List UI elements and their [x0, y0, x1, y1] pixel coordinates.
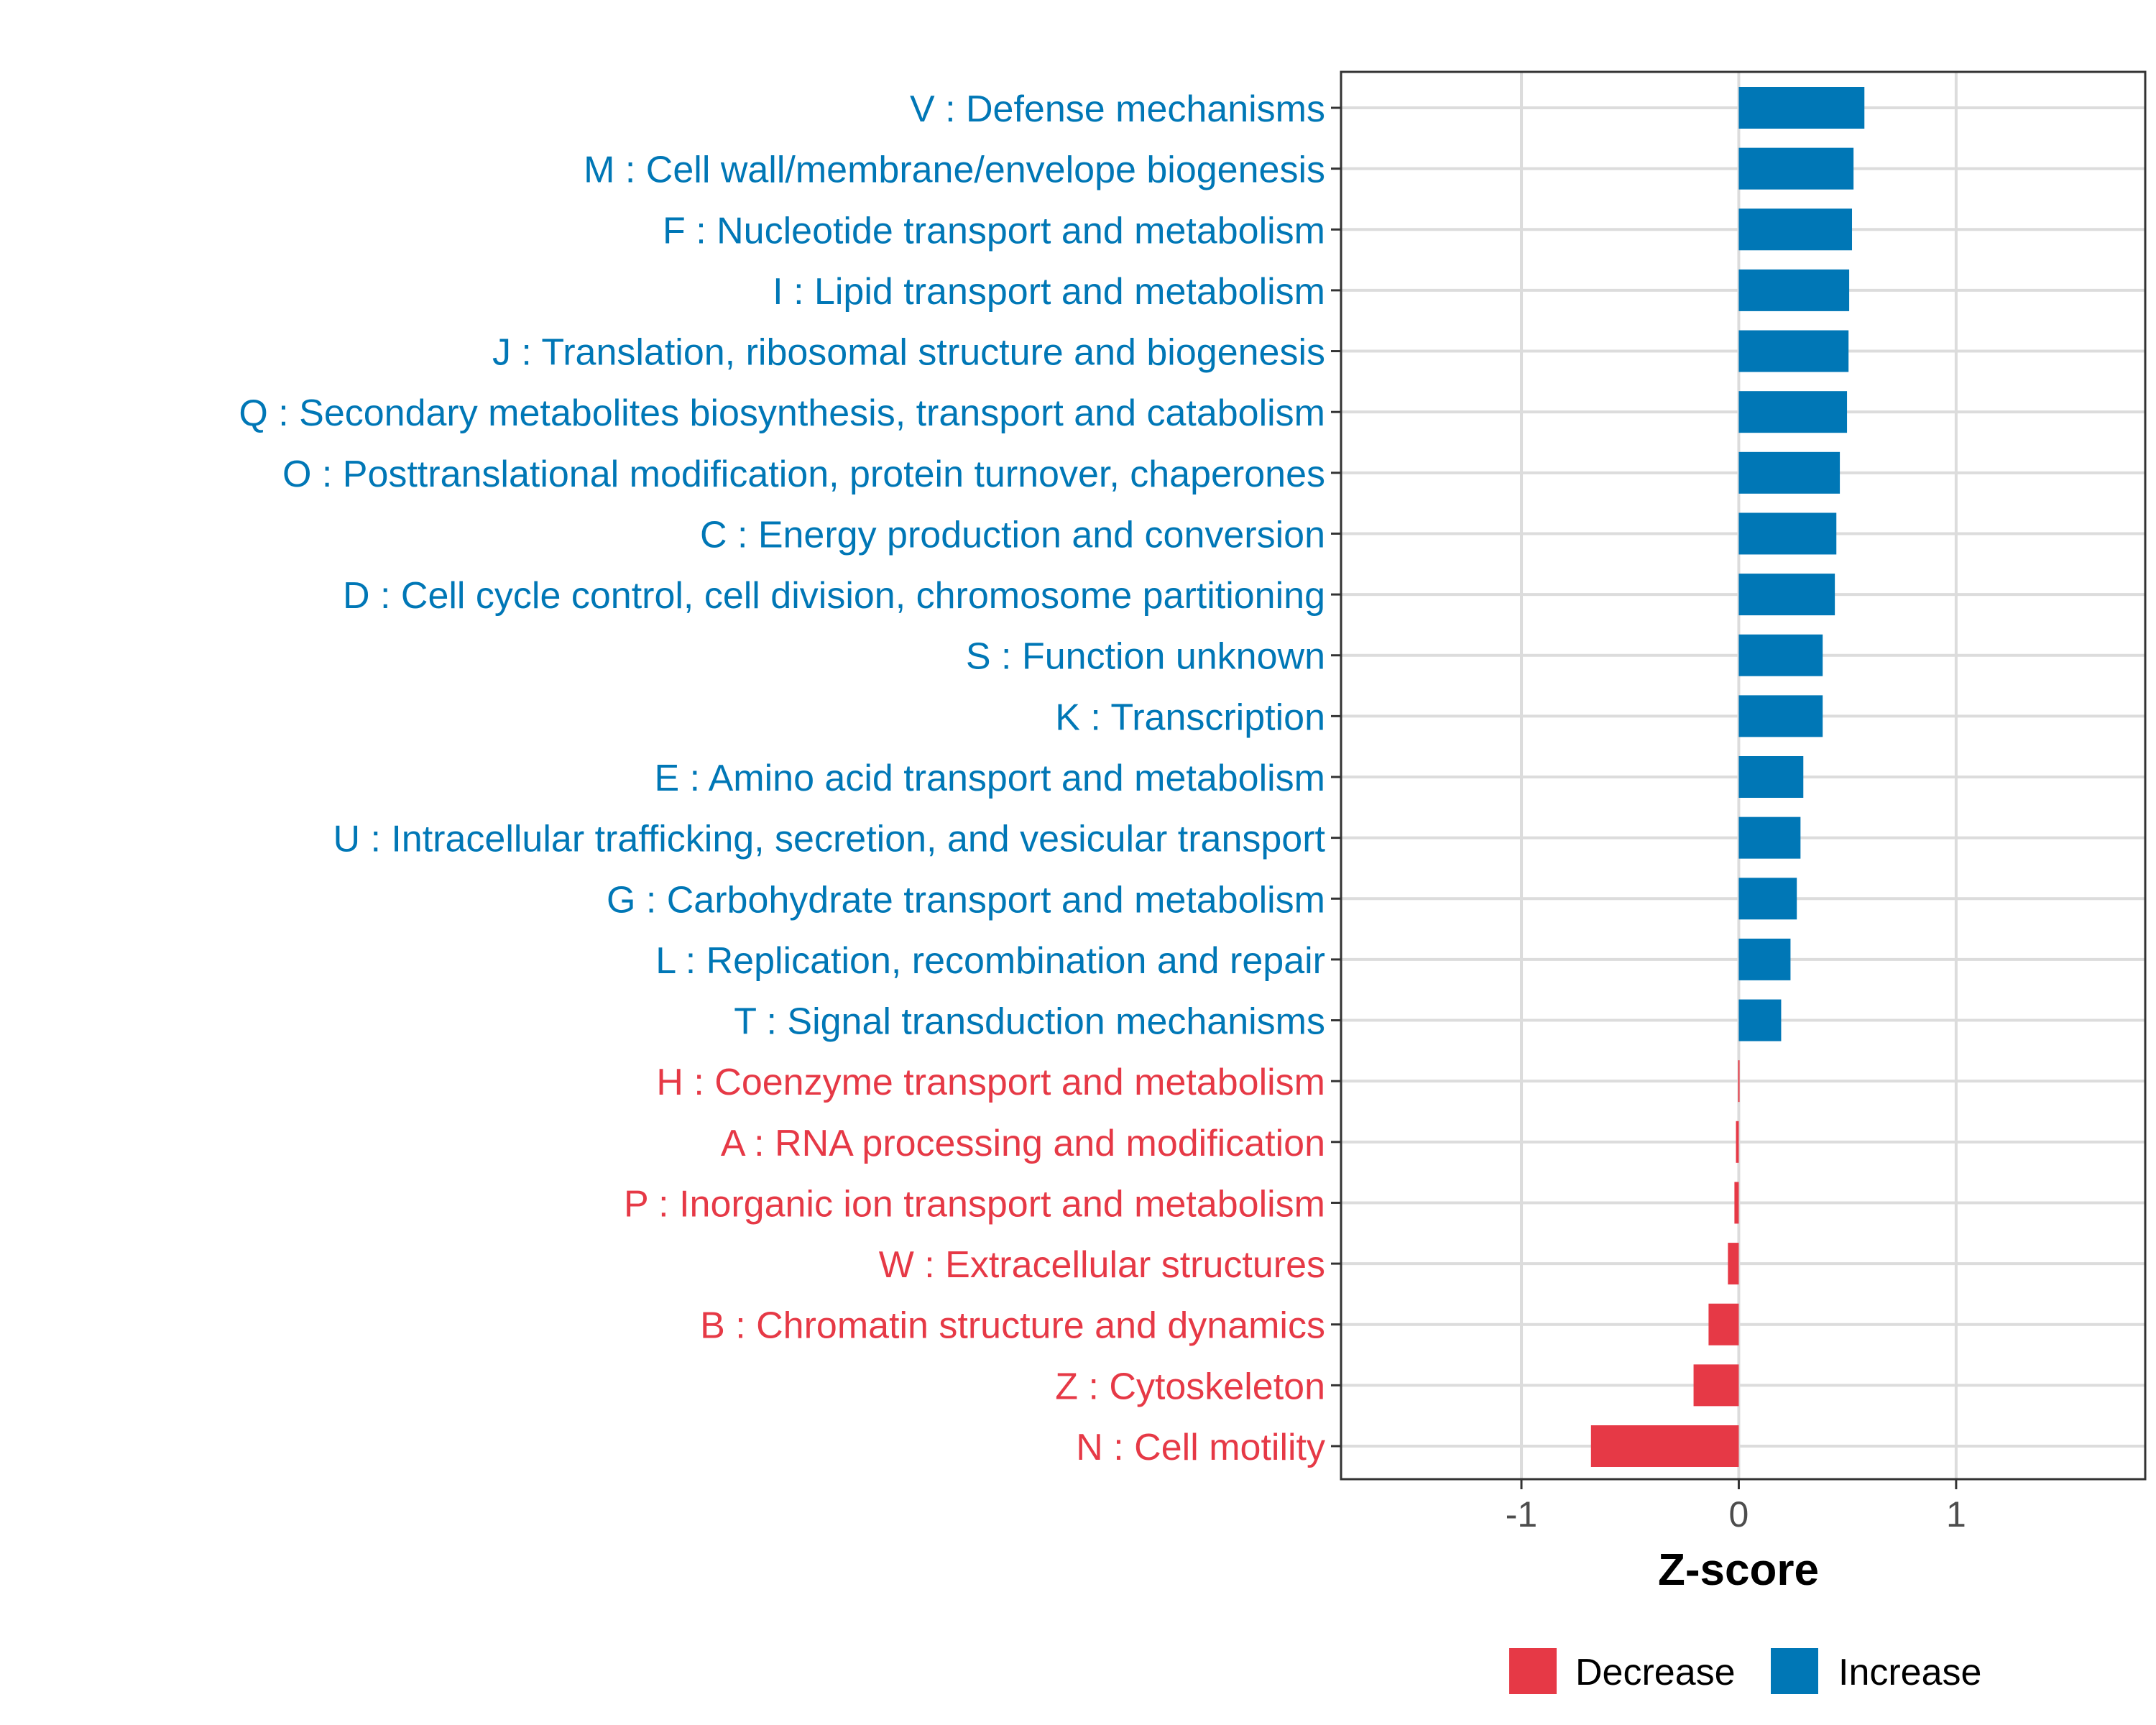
bar: [1738, 512, 1837, 555]
plot-panel-border: [1340, 70, 2147, 1481]
legend: Decrease Increase: [1509, 1648, 1981, 1694]
category-label: S : Function unknown: [966, 636, 1325, 678]
bar: [1738, 1060, 1740, 1103]
category-label: H : Coenzyme transport and metabolism: [656, 1062, 1325, 1103]
bar: [1693, 1364, 1739, 1407]
bar: [1738, 208, 1853, 251]
category-label: K : Transcription: [1055, 696, 1325, 738]
bar: [1590, 1425, 1739, 1467]
x-axis-ticks: -1 0 1: [1506, 1479, 1966, 1535]
bar: [1738, 330, 1849, 372]
legend-label-decrease: Decrease: [1575, 1652, 1736, 1693]
x-axis-title: Z-score: [1658, 1545, 1819, 1595]
category-label: Q : Secondary metabolites biosynthesis, …: [239, 392, 1325, 434]
category-label: A : RNA processing and modification: [721, 1123, 1325, 1164]
bar: [1738, 634, 1823, 676]
category-label: U : Intracellular trafficking, secretion…: [333, 819, 1325, 860]
category-label: I : Lipid transport and metabolism: [773, 271, 1325, 313]
bar: [1708, 1303, 1739, 1346]
bar: [1738, 999, 1782, 1041]
category-label: J : Translation, ribosomal structure and…: [492, 332, 1325, 374]
bar: [1738, 574, 1835, 616]
bar: [1738, 451, 1841, 494]
category-label: N : Cell motility: [1076, 1427, 1325, 1468]
legend-key-decrease: [1509, 1648, 1557, 1694]
category-label: B : Chromatin structure and dynamics: [700, 1305, 1325, 1347]
category-labels: V : Defense mechanisms M : Cell wall/memb…: [239, 88, 1341, 1468]
bar: [1738, 878, 1797, 920]
legend-key-increase: [1771, 1648, 1818, 1694]
bar: [1738, 147, 1854, 190]
x-tick-label: 1: [1946, 1494, 1966, 1535]
category-label: W : Extracellular structures: [879, 1244, 1325, 1286]
bar: [1734, 1182, 1739, 1224]
bar: [1728, 1243, 1739, 1285]
category-label: M : Cell wall/membrane/envelope biogenes…: [584, 150, 1325, 191]
category-label: Z : Cytoskeleton: [1055, 1366, 1325, 1407]
category-label: T : Signal transduction mechanisms: [734, 1001, 1325, 1043]
bars: [1590, 87, 1865, 1467]
bar: [1738, 695, 1823, 737]
legend-label-increase: Increase: [1838, 1652, 1981, 1693]
bar: [1738, 269, 1850, 311]
category-label: L : Replication, recombination and repai…: [655, 940, 1325, 982]
bar: [1738, 391, 1848, 433]
category-label: E : Amino acid transport and metabolism: [654, 758, 1325, 799]
category-label: O : Posttranslational modification, prot…: [282, 454, 1325, 495]
category-label: P : Inorganic ion transport and metaboli…: [624, 1183, 1325, 1225]
bar: [1736, 1121, 1739, 1163]
x-tick-label: -1: [1506, 1494, 1537, 1535]
bar: [1738, 87, 1865, 129]
x-tick-label: 0: [1729, 1494, 1749, 1535]
category-label: F : Nucleotide transport and metabolism: [663, 210, 1325, 252]
bar: [1738, 816, 1801, 859]
category-label: G : Carbohydrate transport and metabolis…: [607, 879, 1325, 921]
category-label: C : Energy production and conversion: [700, 514, 1325, 556]
bar: [1738, 756, 1804, 798]
category-label: D : Cell cycle control, cell division, c…: [343, 575, 1325, 617]
category-label: V : Defense mechanisms: [910, 88, 1325, 130]
bar: [1738, 938, 1791, 980]
